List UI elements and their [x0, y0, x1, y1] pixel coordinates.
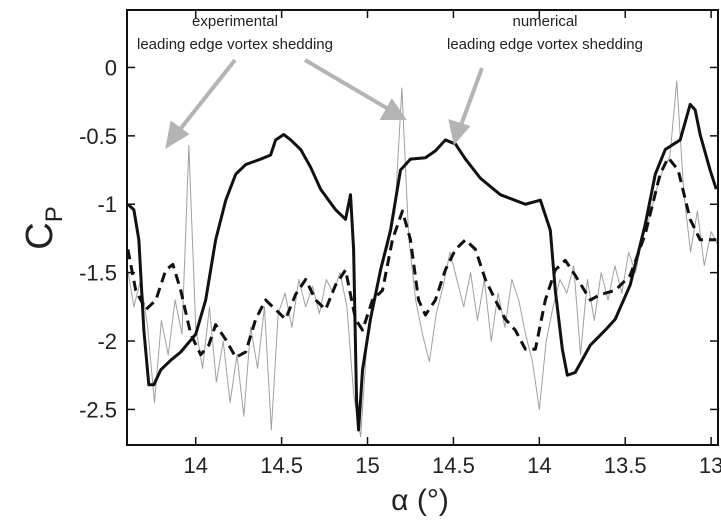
x-axis-label: α (°)	[391, 484, 449, 517]
arrow	[303, 58, 392, 112]
y-tick-label: -2	[97, 329, 117, 354]
annotation-text: leading edge vortex shedding	[447, 36, 643, 53]
y-tick-label: -0.5	[79, 124, 117, 149]
annotation-text: experimental	[192, 13, 278, 30]
x-tick-label: 13	[699, 453, 721, 478]
arrow	[458, 67, 484, 129]
x-tick-label: 13.5	[604, 453, 647, 478]
series-line	[127, 80, 718, 438]
arrow-head	[448, 119, 471, 146]
annotation-arrows	[165, 58, 484, 150]
x-tick-label: 14	[183, 453, 207, 478]
x-tick-label: 14.5	[260, 453, 303, 478]
x-tick-label: 14	[527, 453, 551, 478]
series-line	[127, 156, 717, 359]
y-axis-label-group: CP	[19, 206, 68, 249]
axes-frame	[126, 9, 719, 446]
y-tick-label: -1	[97, 192, 117, 217]
y-tick-label: -1.5	[79, 261, 117, 286]
x-tick-label: 14.5	[432, 453, 475, 478]
y-tick-label: -2.5	[79, 397, 117, 422]
y-tick-label: 0	[105, 55, 117, 80]
arrow-head	[165, 120, 190, 150]
y-axis-label: CP	[19, 206, 68, 249]
annotation-text: numerical	[512, 13, 577, 30]
arrow-head	[379, 98, 407, 120]
arrow	[176, 58, 237, 134]
annotation-text: leading edge vortex shedding	[137, 36, 333, 53]
plot-area	[127, 80, 718, 438]
y-axis-label-main: C	[19, 222, 61, 249]
x-tick-label: 15	[355, 453, 379, 478]
y-axis-label-subscript: P	[41, 206, 68, 222]
series-line	[127, 102, 718, 432]
